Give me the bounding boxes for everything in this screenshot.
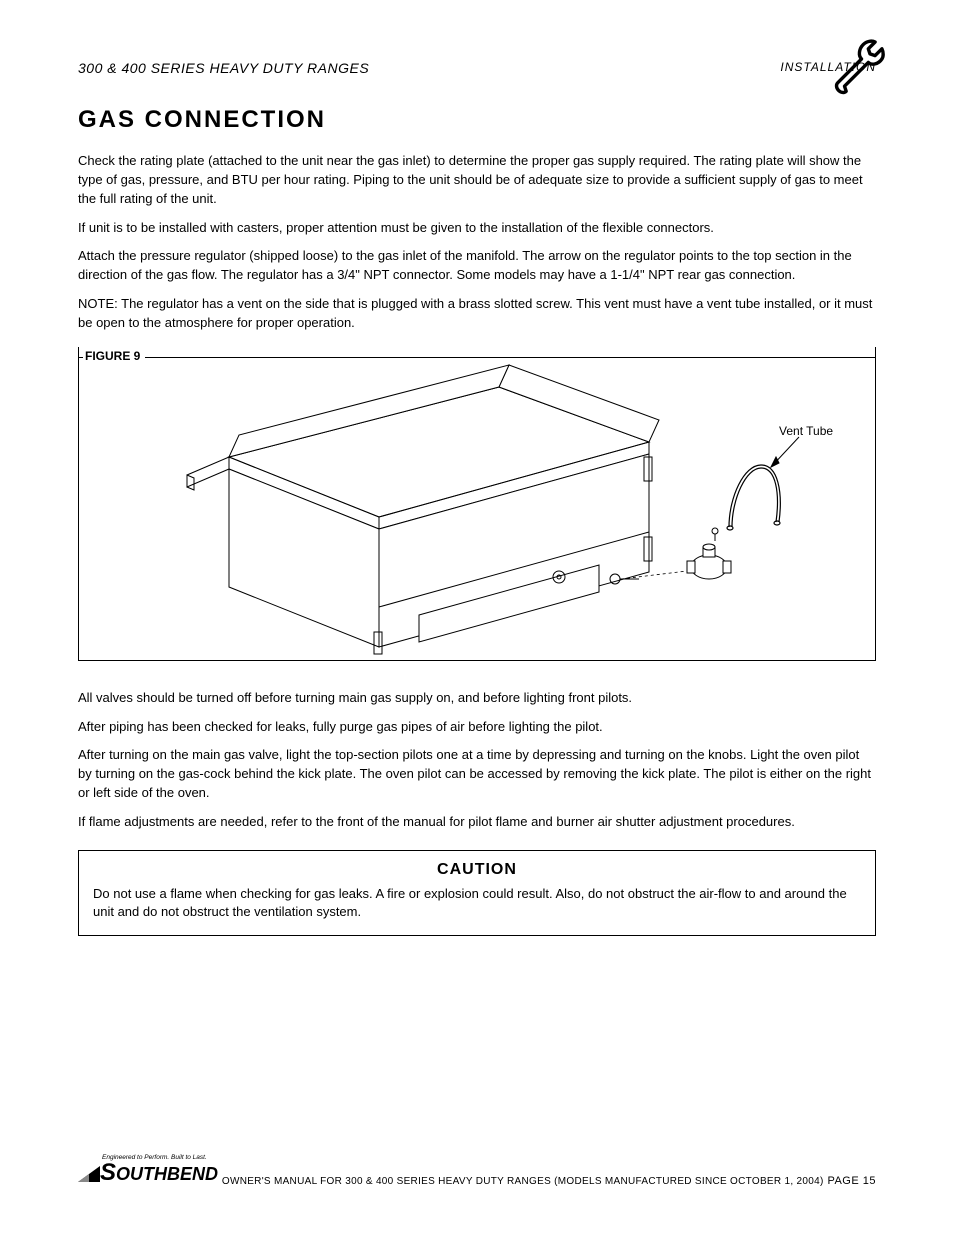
figure-9: FIGURE 9 bbox=[78, 347, 876, 661]
paragraph-1: Check the rating plate (attached to the … bbox=[78, 152, 876, 209]
paragraph-7: If flame adjustments are needed, refer t… bbox=[78, 813, 876, 832]
caution-title: CAUTION bbox=[93, 861, 861, 879]
page-header: 300 & 400 SERIES HEAVY DUTY RANGES INSTA… bbox=[78, 60, 876, 76]
logo-tagline: Engineered to Perform. Built to Last. bbox=[102, 1154, 218, 1161]
note-block: NOTE: The regulator has a vent on the si… bbox=[78, 295, 876, 333]
note-label: NOTE: bbox=[78, 296, 118, 311]
header-model: 300 & 400 SERIES HEAVY DUTY RANGES bbox=[78, 60, 369, 76]
paragraph-4: All valves should be turned off before t… bbox=[78, 689, 876, 708]
paragraph-6: After turning on the main gas valve, lig… bbox=[78, 746, 876, 803]
paragraph-3: Attach the pressure regulator (shipped l… bbox=[78, 247, 876, 285]
caution-box: CAUTION Do not use a flame when checking… bbox=[78, 850, 876, 936]
footer-center: OWNER'S MANUAL FOR 300 & 400 SERIES HEAV… bbox=[218, 1176, 827, 1187]
caution-text: Do not use a flame when checking for gas… bbox=[93, 885, 861, 921]
page-footer: Engineered to Perform. Built to Last. SO… bbox=[78, 1154, 876, 1187]
figure-diagram: Vent Tube bbox=[79, 347, 875, 659]
logo-wordmark: SOUTHBEND bbox=[78, 1164, 218, 1184]
vent-tube-label: Vent Tube bbox=[779, 424, 833, 438]
section-title: GAS CONNECTION bbox=[78, 106, 876, 134]
southbend-logo: Engineered to Perform. Built to Last. SO… bbox=[78, 1154, 218, 1187]
wrench-icon bbox=[832, 38, 894, 100]
paragraph-2: If unit is to be installed with casters,… bbox=[78, 219, 876, 238]
note-text: The regulator has a vent on the side tha… bbox=[78, 296, 872, 330]
footer-page: PAGE 15 bbox=[827, 1175, 876, 1187]
page: 300 & 400 SERIES HEAVY DUTY RANGES INSTA… bbox=[0, 0, 954, 1235]
logo-mark-icon bbox=[78, 1166, 100, 1182]
paragraph-5: After piping has been checked for leaks,… bbox=[78, 718, 876, 737]
